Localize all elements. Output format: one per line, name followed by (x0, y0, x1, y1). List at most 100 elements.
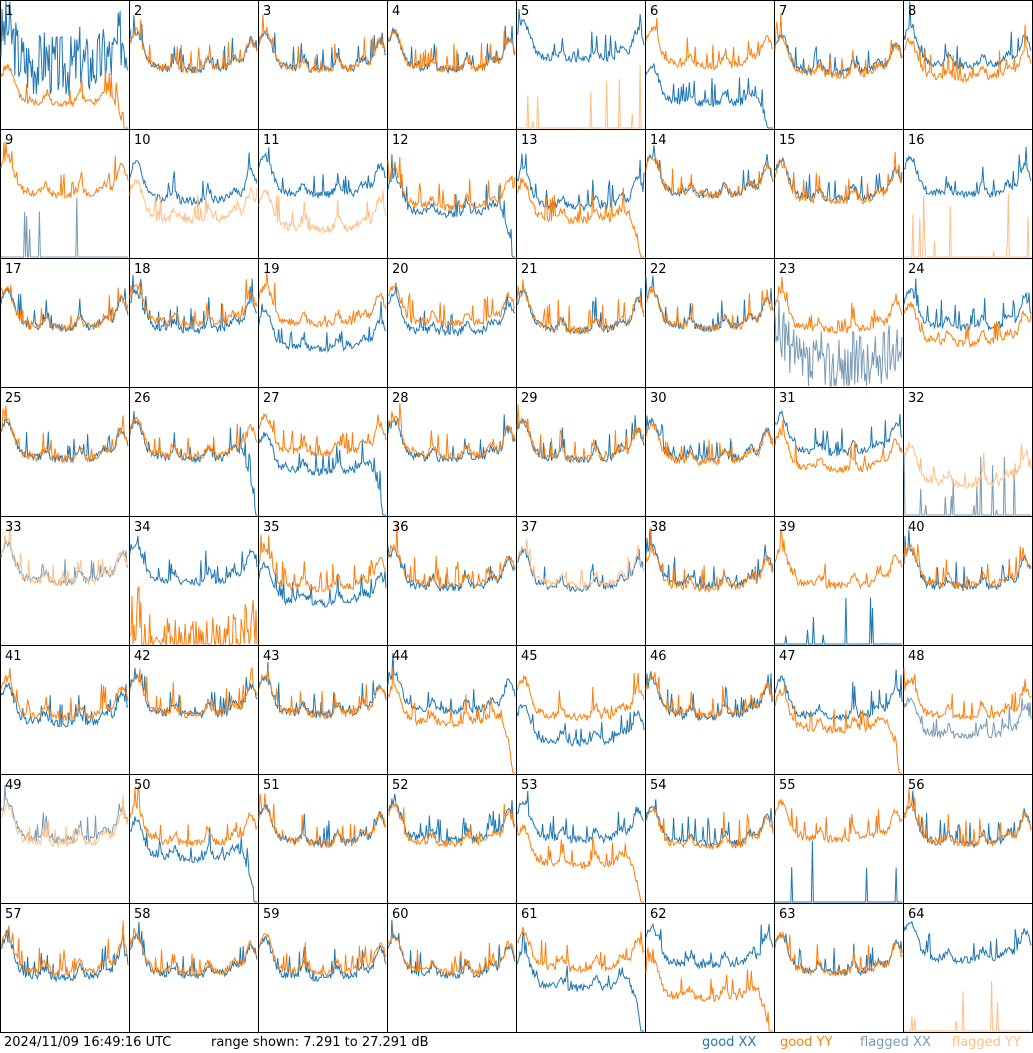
panel-6: 6 (645, 0, 775, 130)
panel-frame (129, 0, 259, 130)
panel-45: 45 (516, 645, 646, 775)
series-xx-29 (516, 412, 645, 464)
series-yy-63 (774, 931, 903, 977)
series-yy-10 (129, 178, 258, 225)
series-xx-38 (645, 529, 774, 590)
series-yy-23 (774, 276, 903, 335)
series-yy-56 (903, 788, 1032, 848)
series-xx-8 (903, 1, 1032, 71)
series-yy-20 (387, 285, 516, 329)
series-yy-1 (0, 63, 128, 129)
panel-label: 21 (521, 262, 538, 277)
panel-frame (645, 903, 775, 1033)
series-xx-64 (903, 920, 1032, 965)
series-yy-47 (774, 684, 902, 774)
series-yy-35 (258, 534, 387, 593)
series-yy-50 (129, 786, 258, 848)
panel-label: 59 (263, 907, 280, 922)
series-xx-7 (774, 32, 903, 77)
series-yy-17 (0, 284, 129, 332)
series-yy-52 (387, 801, 516, 848)
panel-frame (903, 387, 1033, 517)
series-yy-44 (387, 667, 515, 774)
panel-label: 25 (5, 391, 22, 406)
panel-7: 7 (774, 0, 904, 130)
series-yy-26 (129, 416, 258, 462)
panel-label: 41 (5, 649, 22, 664)
panel-label: 16 (908, 133, 925, 148)
panel-frame (516, 903, 646, 1033)
series-xx-42 (129, 667, 258, 718)
panel-label: 63 (779, 907, 796, 922)
panel-label: 26 (134, 391, 151, 406)
panel-frame (0, 903, 130, 1033)
series-yy-59 (258, 933, 387, 978)
series-xx-24 (903, 278, 1032, 332)
panel-label: 46 (650, 649, 667, 664)
series-xx-48 (903, 697, 1032, 740)
series-yy-25 (0, 405, 129, 465)
series-yy-31 (774, 419, 903, 474)
panel-label: 12 (392, 133, 409, 148)
panel-label: 27 (263, 391, 280, 406)
series-yy-33 (0, 523, 129, 587)
series-yy-53 (516, 823, 644, 903)
series-xx-21 (516, 287, 645, 335)
panel-20: 20 (387, 258, 517, 388)
series-yy-41 (0, 668, 129, 721)
panel-51: 51 (258, 774, 388, 904)
series-yy-64 (904, 980, 1031, 1032)
panel-frame (387, 0, 517, 130)
panel-label: 9 (5, 133, 13, 148)
panel-4: 4 (387, 0, 517, 130)
series-yy-6 (645, 17, 774, 71)
series-yy-12 (387, 157, 516, 212)
panel-9: 9 (0, 129, 130, 259)
series-yy-29 (516, 404, 645, 464)
series-xx-27 (258, 431, 386, 516)
series-yy-3 (258, 14, 387, 74)
series-yy-46 (645, 672, 774, 719)
panel-frame (0, 258, 130, 388)
panel-42: 42 (129, 645, 259, 775)
panel-30: 30 (645, 387, 775, 517)
panel-label: 23 (779, 262, 796, 277)
series-yy-5 (517, 64, 644, 129)
panel-47: 47 (774, 645, 904, 775)
panel-label: 51 (263, 778, 280, 793)
series-xx-39 (775, 597, 902, 645)
panel-label: 64 (908, 907, 925, 922)
panel-8: 8 (903, 0, 1033, 130)
panel-label: 11 (263, 133, 280, 148)
panel-55: 55 (774, 774, 904, 904)
panel-60: 60 (387, 903, 517, 1033)
legend-flagged-xx: flagged XX (860, 1035, 931, 1050)
panel-label: 33 (5, 520, 22, 535)
panel-50: 50 (129, 774, 259, 904)
panel-frame (903, 0, 1033, 130)
panel-label: 10 (134, 133, 151, 148)
series-yy-27 (258, 412, 387, 458)
panel-label: 57 (5, 907, 22, 922)
panel-label: 47 (779, 649, 796, 664)
series-yy-7 (774, 12, 903, 80)
panel-46: 46 (645, 645, 775, 775)
panel-label: 6 (650, 4, 658, 19)
series-xx-16 (903, 146, 1032, 200)
panel-62: 62 (645, 903, 775, 1033)
series-yy-4 (387, 28, 516, 73)
series-yy-9 (0, 142, 129, 200)
panel-label: 39 (779, 520, 796, 535)
panel-label: 8 (908, 4, 916, 19)
panel-29: 29 (516, 387, 646, 517)
series-yy-37 (516, 538, 645, 591)
series-yy-60 (387, 930, 516, 978)
panel-21: 21 (516, 258, 646, 388)
series-yy-61 (516, 926, 645, 974)
series-yy-40 (903, 543, 1032, 590)
panel-frame (516, 129, 646, 259)
panel-label: 30 (650, 391, 667, 406)
range-text: range shown: 7.291 to 27.291 dB (211, 1035, 429, 1050)
panel-37: 37 (516, 516, 646, 646)
